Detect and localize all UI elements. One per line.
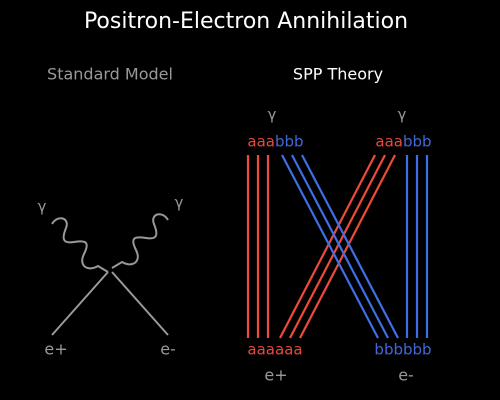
section-label: SPP Theory [293, 65, 383, 84]
photon-label: γ [175, 194, 184, 212]
particle-label: e- [160, 340, 176, 359]
photon-label: γ [268, 106, 277, 124]
blue-label: bbb [275, 133, 304, 151]
title: Positron-Electron Annihilation [84, 9, 408, 34]
particle-label: e+ [44, 340, 67, 359]
particle-label: e+ [264, 366, 287, 385]
blue-label: bbbbbb [374, 341, 431, 359]
blue-lines [281, 154, 429, 339]
red-lines [246, 154, 396, 339]
red-label: aaa [247, 133, 275, 151]
section-label: Standard Model [47, 65, 173, 84]
feynman-diagram [51, 213, 169, 336]
photon-label: γ [398, 106, 407, 124]
blue-label: bbb [403, 133, 432, 151]
particle-label: e- [398, 366, 414, 385]
red-label: aaa [375, 133, 403, 151]
red-label: aaaaaa [247, 341, 302, 359]
photon-label: γ [38, 198, 47, 216]
